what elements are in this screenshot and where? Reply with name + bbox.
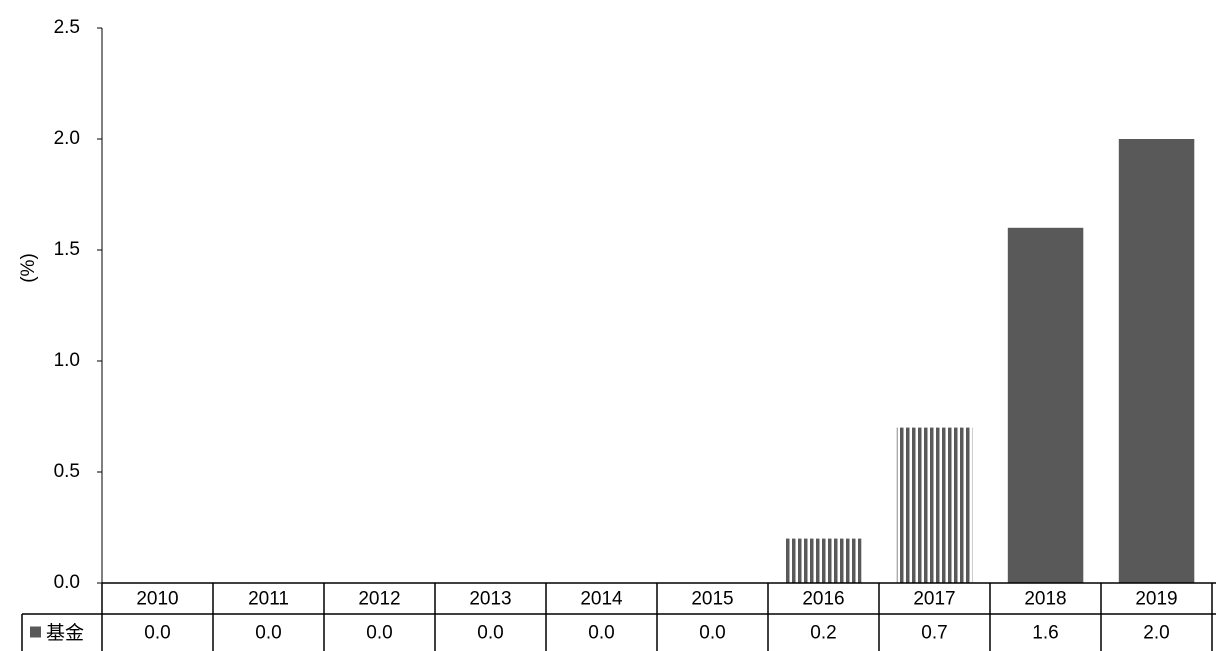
bar-2018	[1007, 227, 1084, 584]
data-label: 0.7	[921, 623, 947, 644]
data-label: 0.0	[366, 623, 392, 644]
y-tick-label: 2.5	[54, 17, 80, 38]
bar-2017	[896, 427, 973, 583]
x-tick-label: 2017	[913, 589, 955, 610]
y-axis-label: (%)	[18, 253, 39, 283]
x-tick-label: 2012	[358, 589, 400, 610]
data-label: 2.0	[1143, 623, 1169, 644]
legend-swatch	[30, 626, 41, 638]
legend-label: 基金	[46, 622, 84, 644]
x-tick-label: 2016	[802, 589, 844, 610]
x-tick-label: 2011	[248, 589, 289, 610]
data-label: 0.0	[144, 623, 170, 644]
y-tick-label: 2.0	[54, 128, 80, 149]
y-tick-label: 1.0	[54, 350, 80, 371]
bar-2019	[1118, 139, 1195, 583]
data-label: 0.0	[477, 623, 503, 644]
y-tick-label: 0.0	[54, 572, 80, 593]
y-tick-label: 0.5	[54, 461, 80, 482]
data-label: 0.2	[810, 623, 836, 644]
x-tick-label: 2014	[580, 589, 623, 610]
x-tick-label: 2010	[136, 589, 178, 610]
x-tick-label: 2015	[691, 589, 733, 610]
x-tick-label: 2013	[469, 589, 511, 610]
data-label: 0.0	[255, 623, 281, 644]
data-label: 1.6	[1032, 623, 1058, 644]
x-tick-label: 2018	[1024, 589, 1066, 610]
y-tick-label: 1.5	[54, 239, 80, 260]
data-label: 0.0	[699, 623, 725, 644]
bar-2016	[785, 538, 862, 583]
x-tick-label: 2019	[1135, 589, 1177, 610]
data-label: 0.0	[588, 623, 614, 644]
